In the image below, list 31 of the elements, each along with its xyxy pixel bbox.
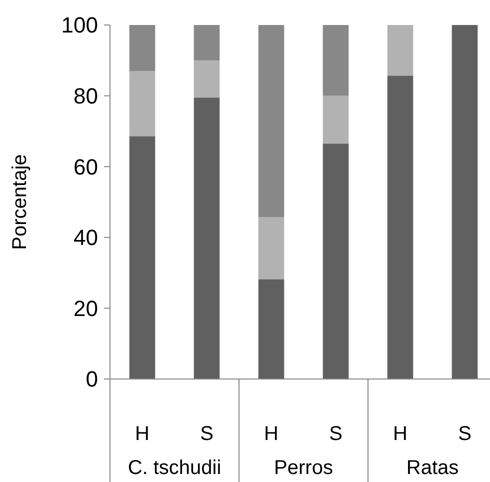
bar (129, 136, 156, 379)
text: Perros (274, 457, 333, 479)
text: Ratas (406, 457, 459, 479)
bar (387, 76, 414, 379)
bar (258, 25, 284, 218)
bar (129, 71, 156, 136)
bar (129, 25, 156, 72)
x-tick-label: S (200, 423, 214, 445)
bar (194, 98, 220, 379)
x-tick-label: H (135, 423, 150, 445)
bar (258, 279, 284, 379)
x-tick-label: H (264, 423, 278, 445)
y-tick-label: 80 (74, 84, 98, 108)
x-tick-label: S (329, 423, 342, 445)
y-tick-label: 100 (61, 12, 98, 38)
bar (452, 25, 478, 379)
x-tick-label: H (393, 423, 408, 445)
bar (387, 25, 414, 76)
text: C. tschudii (128, 457, 222, 479)
y-tick-label: 60 (74, 154, 98, 180)
y-tick-label: 40 (74, 225, 98, 250)
bar (194, 60, 220, 98)
y-tick-label: 20 (74, 296, 98, 321)
bar (258, 217, 284, 280)
bar (194, 25, 220, 60)
bar (322, 96, 349, 144)
y-axis-title: Porcentaje (9, 154, 31, 250)
bar (322, 144, 349, 379)
y-tick-label: 0 (86, 366, 98, 392)
x-tick-label: S (458, 423, 472, 445)
bar (322, 25, 349, 96)
